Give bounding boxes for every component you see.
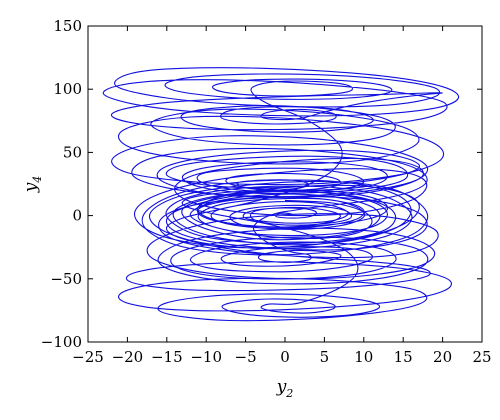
y-tick-label: 100 <box>53 80 82 98</box>
x-tick-label: 5 <box>320 348 330 366</box>
x-axis-label-base: y <box>276 377 287 397</box>
y-axis-label: y4 <box>21 176 44 194</box>
trajectory-layer <box>102 67 460 322</box>
svg-text:y2: y2 <box>276 377 294 400</box>
x-tick-label: −15 <box>151 348 183 366</box>
x-tick-label: 25 <box>472 348 491 366</box>
x-axis-label-sub: 2 <box>285 387 293 400</box>
x-tick-label: 0 <box>280 348 290 366</box>
y-axis-label-base: y <box>21 182 41 193</box>
x-tick-label: −25 <box>72 348 104 366</box>
x-tick-label: 20 <box>433 348 452 366</box>
trajectory-curve-0 <box>102 67 460 322</box>
x-tick-label: −20 <box>112 348 144 366</box>
x-tick-label: −5 <box>235 348 257 366</box>
y-axis-label-sub: 4 <box>31 176 44 184</box>
x-tick-label: 10 <box>354 348 373 366</box>
x-tick-label: 15 <box>394 348 413 366</box>
y-tick-label: 150 <box>53 17 82 35</box>
x-axis-label: y2 <box>276 377 294 400</box>
y-tick-label: 50 <box>63 143 82 161</box>
y-tick-label: −100 <box>41 333 82 351</box>
svg-text:y4: y4 <box>21 176 44 194</box>
x-tick-label: −10 <box>190 348 222 366</box>
y-tick-label: −50 <box>50 270 82 288</box>
y-tick-label: 0 <box>72 207 82 225</box>
